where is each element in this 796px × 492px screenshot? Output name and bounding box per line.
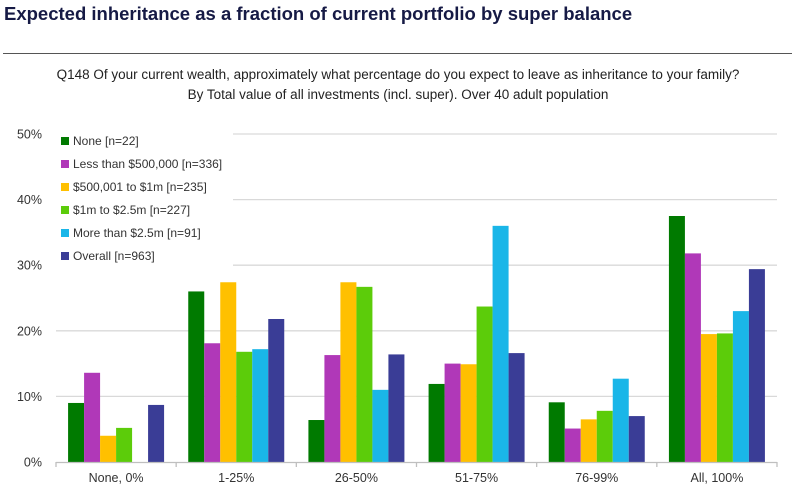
legend-label: None [n=22] xyxy=(73,133,139,148)
chart-subtitle-population: By Total value of all investments (incl.… xyxy=(187,87,609,102)
bar xyxy=(684,253,701,462)
page-title: Expected inheritance as a fraction of cu… xyxy=(4,3,633,24)
legend-swatch xyxy=(61,159,69,168)
bar xyxy=(236,351,253,462)
legend-label: Less than $500,000 [n=336] xyxy=(73,156,223,171)
bar xyxy=(548,402,565,462)
legend-label: More than $2.5m [n=91] xyxy=(73,225,201,240)
bar xyxy=(564,428,581,462)
bar xyxy=(116,427,133,462)
bar xyxy=(340,282,357,462)
y-tick-label: 0% xyxy=(24,456,42,470)
bar xyxy=(716,333,733,462)
bar xyxy=(612,378,629,462)
bar xyxy=(308,420,325,462)
legend-item: More than $2.5m [n=91] xyxy=(56,221,232,244)
x-tick-label: None, 0% xyxy=(89,471,144,485)
y-axis: 0% 10% 20% 30% 40% 50% xyxy=(17,128,42,470)
x-tick-label: All, 100% xyxy=(691,471,744,485)
bar xyxy=(388,354,405,462)
legend-swatch xyxy=(61,136,69,145)
legend-item: Overall [n=963] xyxy=(56,244,232,267)
bar xyxy=(508,353,525,462)
legend-swatch xyxy=(61,251,69,260)
legend-label: Overall [n=963] xyxy=(73,248,155,263)
bar xyxy=(204,343,221,462)
bar xyxy=(148,404,165,462)
bar xyxy=(372,389,389,462)
y-tick-label: 30% xyxy=(17,259,42,273)
x-tick-label: 76-99% xyxy=(575,471,618,485)
legend-swatch xyxy=(61,228,69,237)
y-tick-label: 20% xyxy=(17,324,42,338)
bar xyxy=(84,372,101,462)
legend-swatch xyxy=(61,182,69,191)
bar xyxy=(476,306,493,462)
bar xyxy=(460,364,477,462)
bar xyxy=(444,363,461,462)
chart-legend: None [n=22] Less than $500,000 [n=336] $50… xyxy=(56,129,232,267)
y-tick-label: 50% xyxy=(17,128,42,142)
chart-subtitle-question: Q148 Of your current wealth, approximate… xyxy=(56,67,740,82)
bar xyxy=(68,402,85,462)
bar xyxy=(668,216,685,462)
bar xyxy=(596,410,613,462)
gridlines xyxy=(56,133,777,398)
title-divider xyxy=(3,53,792,54)
bar xyxy=(100,435,117,462)
x-tick-label: 51-75% xyxy=(455,471,498,485)
legend-label: $1m to $2.5m [n=227] xyxy=(73,202,191,217)
bar xyxy=(220,282,237,462)
legend-swatch xyxy=(61,205,69,214)
legend-item: $500,001 to $1m [n=235] xyxy=(56,175,232,198)
y-tick-label: 40% xyxy=(17,193,42,207)
bar xyxy=(252,349,269,462)
bar xyxy=(492,225,509,462)
bar xyxy=(428,383,445,462)
bar xyxy=(356,286,373,462)
bar xyxy=(732,311,749,462)
bar xyxy=(700,334,717,462)
bar xyxy=(188,291,205,462)
bars xyxy=(68,216,765,462)
bar xyxy=(324,355,341,462)
legend-item: $1m to $2.5m [n=227] xyxy=(56,198,232,221)
x-tick-label: 1-25% xyxy=(218,471,254,485)
x-tick-label: 26-50% xyxy=(335,471,378,485)
legend-label: $500,001 to $1m [n=235] xyxy=(73,179,207,194)
bar xyxy=(748,269,765,462)
bar xyxy=(580,419,597,462)
x-axis: None, 0% 1-25% 26-50% 51-75% 76-99% All, 100% xyxy=(55,461,778,485)
y-tick-label: 10% xyxy=(17,390,42,404)
legend-item: None [n=22] xyxy=(56,129,232,152)
legend-item: Less than $500,000 [n=336] xyxy=(56,152,232,175)
bar xyxy=(628,416,645,462)
bar xyxy=(268,318,285,462)
